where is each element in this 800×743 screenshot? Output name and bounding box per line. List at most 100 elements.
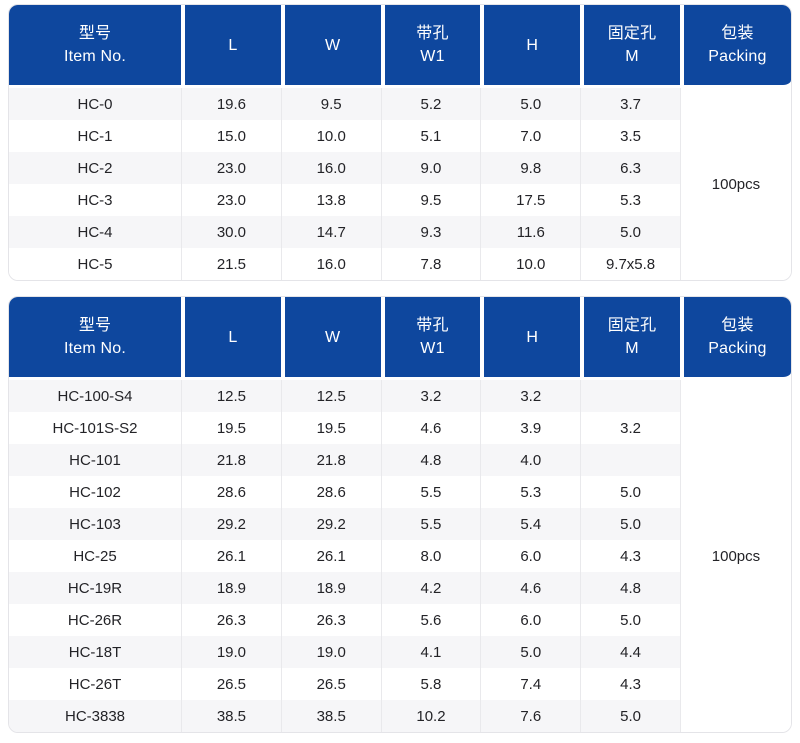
table-body: HC-0 19.6 9.5 5.2 5.0 3.7 100pcs HC-1 15.0 10.0 5.…	[9, 88, 791, 280]
col-header-h: H	[480, 297, 581, 380]
header-row: 型号 Item No. L W 带孔 W1 H 固定孔 M 包装 Packing	[9, 5, 791, 88]
cell-w: 14.7	[280, 216, 381, 248]
cell-m: 3.5	[580, 120, 680, 152]
cell-m: 5.0	[580, 604, 680, 636]
cell-item-no: HC-19R	[9, 572, 182, 604]
col-header-l: L	[181, 297, 281, 380]
cell-w: 26.1	[280, 540, 381, 572]
cell-m: 5.3	[580, 184, 680, 216]
cell-w: 21.8	[280, 444, 381, 476]
col-header-w1-zh: 带孔	[416, 317, 449, 334]
cell-l: 28.6	[181, 476, 281, 508]
packing-cell: 100pcs	[679, 88, 791, 280]
cell-w: 16.0	[280, 152, 381, 184]
col-header-m-label: M	[625, 48, 639, 65]
packing-cell: 100pcs	[679, 380, 791, 732]
cell-item-no: HC-103	[9, 508, 182, 540]
col-header-item-no: 型号 Item No.	[9, 5, 182, 88]
table-row-HC-19R: HC-19R 18.9 18.9 4.2 4.6 4.8	[9, 572, 791, 604]
cell-w1: 4.8	[380, 444, 481, 476]
cell-l: 19.5	[181, 412, 281, 444]
cell-w1: 5.8	[380, 668, 481, 700]
col-header-m: 固定孔 M	[580, 297, 680, 380]
col-header-packing-zh: 包装	[721, 317, 754, 334]
cell-item-no: HC-25	[9, 540, 182, 572]
cell-item-no: HC-18T	[9, 636, 182, 668]
col-header-packing-label: Packing	[708, 48, 767, 65]
cell-h: 11.6	[480, 216, 581, 248]
cell-w1: 5.5	[380, 476, 481, 508]
cell-l: 38.5	[181, 700, 281, 732]
cell-w1: 5.5	[380, 508, 481, 540]
cell-item-no: HC-102	[9, 476, 182, 508]
col-header-h-label: H	[526, 36, 539, 54]
cell-m: 5.0	[580, 508, 680, 540]
cell-h: 5.4	[480, 508, 581, 540]
cell-w1: 8.0	[380, 540, 481, 572]
table-row-HC-3: HC-3 23.0 13.8 9.5 17.5 5.3	[9, 184, 791, 216]
cell-w1: 5.6	[380, 604, 481, 636]
cell-h: 5.0	[480, 636, 581, 668]
cell-h: 3.2	[480, 380, 581, 412]
cell-w1: 10.2	[380, 700, 481, 732]
col-header-h-label: H	[526, 328, 539, 346]
cell-m	[580, 444, 680, 476]
cell-w1: 4.1	[380, 636, 481, 668]
table-row-HC-3838: HC-3838 38.5 38.5 10.2 7.6 5.0	[9, 700, 791, 732]
table-row-HC-1: HC-1 15.0 10.0 5.1 7.0 3.5	[9, 120, 791, 152]
cell-m: 4.3	[580, 540, 680, 572]
cell-l: 26.3	[181, 604, 281, 636]
cell-w1: 4.6	[380, 412, 481, 444]
cell-l: 26.1	[181, 540, 281, 572]
cell-w1: 3.2	[380, 380, 481, 412]
col-header-w1: 带孔 W1	[380, 297, 481, 380]
cell-w1: 5.1	[380, 120, 481, 152]
cell-l: 19.0	[181, 636, 281, 668]
cell-item-no: HC-5	[9, 248, 182, 280]
cell-m: 5.0	[580, 216, 680, 248]
cell-item-no: HC-100-S4	[9, 380, 182, 412]
cell-item-no: HC-3838	[9, 700, 182, 732]
cell-w: 38.5	[280, 700, 381, 732]
cell-w1: 7.8	[380, 248, 481, 280]
table-row-HC-18T: HC-18T 19.0 19.0 4.1 5.0 4.4	[9, 636, 791, 668]
cell-l: 15.0	[181, 120, 281, 152]
table-row-HC-101: HC-101 21.8 21.8 4.8 4.0	[9, 444, 791, 476]
col-header-w1-zh: 带孔	[416, 25, 449, 42]
table-header: 型号 Item No. L W 带孔 W1 H 固定孔 M 包装 Packing	[9, 5, 791, 88]
cell-m	[580, 380, 680, 412]
cell-w1: 9.5	[380, 184, 481, 216]
cell-item-no: HC-101	[9, 444, 182, 476]
cell-w1: 9.3	[380, 216, 481, 248]
cell-w: 12.5	[280, 380, 381, 412]
cell-l: 29.2	[181, 508, 281, 540]
cell-w: 29.2	[280, 508, 381, 540]
col-header-packing: 包装 Packing	[679, 5, 791, 88]
col-header-m: 固定孔 M	[580, 5, 680, 88]
cell-l: 23.0	[181, 184, 281, 216]
table-row-HC-0: HC-0 19.6 9.5 5.2 5.0 3.7 100pcs	[9, 88, 791, 280]
cell-h: 6.0	[480, 604, 581, 636]
cell-h: 7.0	[480, 120, 581, 152]
cell-l: 30.0	[181, 216, 281, 248]
cell-item-no: HC-0	[9, 88, 182, 120]
cell-h: 5.0	[480, 88, 581, 120]
cell-w1: 9.0	[380, 152, 481, 184]
cell-l: 18.9	[181, 572, 281, 604]
cell-m: 4.8	[580, 572, 680, 604]
cell-m: 5.0	[580, 476, 680, 508]
col-header-l-label: L	[228, 36, 238, 54]
col-header-w1: 带孔 W1	[380, 5, 481, 88]
header-row: 型号 Item No. L W 带孔 W1 H 固定孔 M 包装 Packing	[9, 297, 791, 380]
cell-l: 19.6	[181, 88, 281, 120]
cell-h: 7.6	[480, 700, 581, 732]
col-header-l-label: L	[228, 328, 238, 346]
cell-w: 26.3	[280, 604, 381, 636]
table-row-HC-100-S4: HC-100-S4 12.5 12.5 3.2 3.2 100pcs	[9, 380, 791, 732]
cell-m: 3.2	[580, 412, 680, 444]
cell-w: 16.0	[280, 248, 381, 280]
cell-m: 6.3	[580, 152, 680, 184]
cell-l: 21.5	[181, 248, 281, 280]
col-header-w: W	[280, 297, 381, 380]
